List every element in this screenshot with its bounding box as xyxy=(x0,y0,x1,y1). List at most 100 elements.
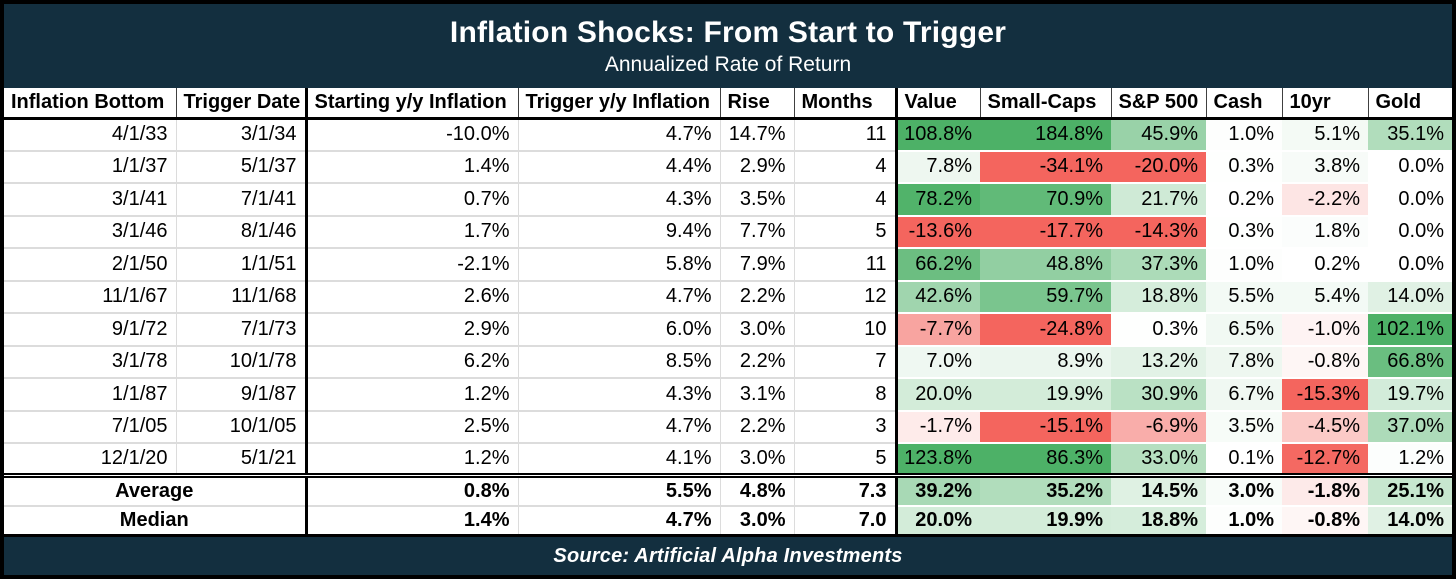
cell-gold: 66.8% xyxy=(1368,345,1452,379)
cell-inflation-bottom: 2/1/50 xyxy=(4,248,177,282)
table-row: 11/1/67 11/1/68 2.6% 4.7% 2.2% 12 42.6% 59.7% 18… xyxy=(4,280,1452,314)
cell-months: 7 xyxy=(794,345,898,379)
cell-sp-500: 13.2% xyxy=(1111,345,1206,379)
cell-sp-500: -14.3% xyxy=(1111,215,1206,249)
cell-gold: 102.1% xyxy=(1368,313,1452,347)
cell-months: 8 xyxy=(794,378,898,412)
col-header-small-caps: Small-Caps xyxy=(980,88,1112,120)
cell-value: -7.7% xyxy=(896,313,980,347)
cell-inflation-bottom: 9/1/72 xyxy=(4,313,177,347)
cell-gold: 0.0% xyxy=(1368,215,1452,249)
cell-inflation-bottom: 3/1/46 xyxy=(4,215,177,249)
cell-gold: 0.0% xyxy=(1368,150,1452,184)
table-row: 3/1/78 10/1/78 6.2% 8.5% 2.2% 7 7.0% 8.9% 13.2% 7… xyxy=(4,345,1452,379)
cell-cash: 1.0% xyxy=(1206,505,1282,537)
cell-months: 11 xyxy=(794,118,898,152)
cell-rise: 2.2% xyxy=(720,410,795,444)
cell-value: -13.6% xyxy=(896,215,980,249)
cell-10yr: 5.1% xyxy=(1282,118,1368,152)
cell-trigger-yy-inflation: 8.5% xyxy=(518,345,721,379)
cell-months: 5 xyxy=(794,215,898,249)
cell-cash: 7.8% xyxy=(1206,345,1282,379)
cell-trigger-date: 10/1/78 xyxy=(176,345,308,379)
cell-trigger-date: 7/1/41 xyxy=(176,183,308,217)
col-header-cash: Cash xyxy=(1206,88,1283,120)
cell-gold: 35.1% xyxy=(1368,118,1452,152)
cell-value: 20.0% xyxy=(896,378,980,412)
cell-inflation-bottom: 3/1/41 xyxy=(4,183,177,217)
cell-cash: 6.7% xyxy=(1206,378,1282,412)
cell-trigger-date: 3/1/34 xyxy=(176,118,308,152)
summary-row-median: Median 1.4% 4.7% 3.0% 7.0 20.0% 19.9% 18.8% 1.0%… xyxy=(4,505,1452,537)
col-header-value: Value xyxy=(896,88,981,120)
cell-rise: 7.7% xyxy=(720,215,795,249)
cell-10yr: -1.8% xyxy=(1282,473,1368,507)
cell-trigger-yy-inflation: 4.7% xyxy=(518,118,721,152)
col-header-inflation-bottom: Inflation Bottom xyxy=(4,88,177,120)
table-row: 12/1/20 5/1/21 1.2% 4.1% 3.0% 5 123.8% 86.3% 33.… xyxy=(4,443,1452,477)
cell-months: 5 xyxy=(794,443,898,477)
cell-trigger-yy-inflation: 4.4% xyxy=(518,150,721,184)
cell-months: 7.0 xyxy=(794,505,898,536)
col-header-rise: Rise xyxy=(720,88,795,120)
cell-10yr: -1.0% xyxy=(1282,313,1368,347)
cell-trigger-yy-inflation: 9.4% xyxy=(518,215,721,249)
cell-cash: 0.1% xyxy=(1206,443,1282,477)
cell-cash: 6.5% xyxy=(1206,313,1282,347)
cell-rise: 14.7% xyxy=(720,118,795,152)
cell-value: 7.8% xyxy=(896,150,980,184)
cell-starting-yy-inflation: -10.0% xyxy=(306,118,519,152)
cell-sp-500: 18.8% xyxy=(1111,505,1206,537)
cell-small-caps: 8.9% xyxy=(980,345,1111,379)
cell-starting-yy-inflation: 1.2% xyxy=(306,443,519,477)
cell-small-caps: -15.1% xyxy=(980,410,1111,444)
cell-trigger-date: 5/1/37 xyxy=(176,150,308,184)
cell-rise: 7.9% xyxy=(720,248,795,282)
cell-10yr: 3.8% xyxy=(1282,150,1368,184)
cell-sp-500: 45.9% xyxy=(1111,118,1206,152)
cell-rise: 2.2% xyxy=(720,280,795,314)
cell-10yr: -4.5% xyxy=(1282,410,1368,444)
cell-cash: 5.5% xyxy=(1206,280,1282,314)
cell-starting-yy-inflation: 1.4% xyxy=(306,505,519,536)
cell-small-caps: 35.2% xyxy=(980,473,1111,507)
cell-starting-yy-inflation: 1.7% xyxy=(306,215,519,249)
cell-trigger-yy-inflation: 4.3% xyxy=(518,183,721,217)
cell-value: 20.0% xyxy=(896,505,980,537)
cell-trigger-date: 9/1/87 xyxy=(176,378,308,412)
cell-starting-yy-inflation: 0.8% xyxy=(306,473,519,507)
table-row: 3/1/41 7/1/41 0.7% 4.3% 3.5% 4 78.2% 70.9% 21.7%… xyxy=(4,183,1452,217)
cell-trigger-yy-inflation: 4.7% xyxy=(518,280,721,314)
col-header-sp-500: S&P 500 xyxy=(1111,88,1207,120)
cell-rise: 4.8% xyxy=(720,473,795,507)
col-header-trigger-yy-inflation: Trigger y/y Inflation xyxy=(518,88,721,120)
returns-table: Inflation Bottom Trigger Date Starting y/y… xyxy=(4,88,1452,537)
cell-starting-yy-inflation: 6.2% xyxy=(306,345,519,379)
title-bar: Inflation Shocks: From Start to Trigger … xyxy=(4,4,1452,88)
cell-small-caps: 184.8% xyxy=(980,118,1111,152)
cell-gold: 1.2% xyxy=(1368,443,1452,477)
cell-10yr: -15.3% xyxy=(1282,378,1368,412)
cell-cash: 0.3% xyxy=(1206,150,1282,184)
cell-10yr: 1.8% xyxy=(1282,215,1368,249)
table-header-row: Inflation Bottom Trigger Date Starting y/y… xyxy=(4,88,1452,120)
cell-small-caps: -24.8% xyxy=(980,313,1111,347)
table-row: 9/1/72 7/1/73 2.9% 6.0% 3.0% 10 -7.7% -24.8% 0.3… xyxy=(4,313,1452,347)
cell-trigger-yy-inflation: 5.5% xyxy=(518,473,721,507)
cell-sp-500: 30.9% xyxy=(1111,378,1206,412)
cell-cash: 3.5% xyxy=(1206,410,1282,444)
cell-value: 78.2% xyxy=(896,183,980,217)
cell-sp-500: -6.9% xyxy=(1111,410,1206,444)
summary-row-average: Average 0.8% 5.5% 4.8% 7.3 39.2% 35.2% 14.5% 3.0… xyxy=(4,473,1452,507)
table-row: 1/1/87 9/1/87 1.2% 4.3% 3.1% 8 20.0% 19.9% 30.9%… xyxy=(4,378,1452,412)
cell-rise: 3.0% xyxy=(720,505,795,536)
cell-trigger-date: 10/1/05 xyxy=(176,410,308,444)
cell-trigger-date: 5/1/21 xyxy=(176,443,308,477)
cell-trigger-date: 1/1/51 xyxy=(176,248,308,282)
table-row: 3/1/46 8/1/46 1.7% 9.4% 7.7% 5 -13.6% -17.7% -14… xyxy=(4,215,1452,249)
cell-rise: 3.5% xyxy=(720,183,795,217)
cell-small-caps: 70.9% xyxy=(980,183,1111,217)
cell-sp-500: 18.8% xyxy=(1111,280,1206,314)
cell-starting-yy-inflation: 2.9% xyxy=(306,313,519,347)
cell-value: 42.6% xyxy=(896,280,980,314)
